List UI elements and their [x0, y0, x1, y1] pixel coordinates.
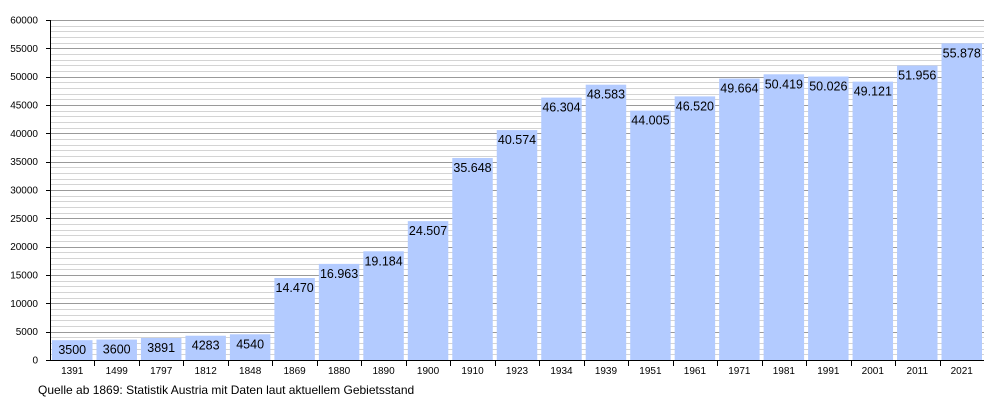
bar	[674, 96, 716, 361]
x-tick-label: 1797	[150, 366, 173, 377]
labels: 0 5000 10000 15000 20000 25000 30000 35000 40000…	[10, 16, 981, 378]
bar	[897, 65, 938, 360]
y-tick-label: 10000	[10, 299, 38, 310]
data-label: 46.304	[542, 101, 580, 115]
data-label: 46.520	[676, 99, 714, 113]
x-tick-label: 1900	[417, 366, 440, 377]
x-tick-label: 2001	[862, 366, 885, 377]
data-label: 44.005	[631, 114, 669, 128]
bar	[496, 130, 538, 360]
y-tick-label: 20000	[10, 242, 38, 253]
x-tick-label: 2011	[907, 366, 929, 377]
y-tick-label: 60000	[10, 16, 38, 27]
bar	[763, 74, 805, 361]
data-label: 16.963	[320, 267, 358, 281]
data-label: 4540	[236, 337, 264, 351]
x-tick-label: 1890	[372, 366, 395, 377]
x-tick-label: 1391	[61, 366, 84, 377]
x-tick-label: 1991	[817, 366, 840, 377]
data-label: 4283	[192, 339, 220, 353]
bar	[407, 221, 449, 360]
data-label: 19.184	[364, 254, 402, 268]
data-label: 35.648	[453, 161, 491, 175]
bar	[274, 278, 315, 360]
y-tick-label: 40000	[10, 129, 38, 140]
bar	[318, 263, 360, 360]
bar	[808, 76, 849, 360]
data-label: 55.878	[943, 46, 981, 60]
x-tick-label: 1869	[283, 366, 306, 377]
x-tick-label: 1910	[461, 366, 484, 377]
y-tick-label: 25000	[10, 214, 38, 225]
x-tick-label: 1812	[195, 366, 218, 377]
x-tick-label: 1961	[684, 366, 707, 377]
bar	[52, 340, 93, 360]
y-tick-label: 15000	[10, 271, 38, 282]
data-label: 3600	[103, 343, 131, 357]
bar	[941, 43, 982, 360]
bar	[140, 337, 182, 360]
source-note: Quelle ab 1869: Statistik Austria mit Da…	[38, 383, 415, 397]
x-tick-label: 1939	[595, 366, 618, 377]
bar	[452, 157, 493, 360]
data-label: 50.419	[765, 77, 803, 91]
x-tick-label: 1934	[550, 366, 573, 377]
y-tick-label: 0	[32, 356, 38, 367]
axes	[46, 20, 984, 366]
data-label: 49.121	[854, 85, 892, 99]
bar	[363, 251, 404, 360]
x-tick-label: 1981	[773, 366, 796, 377]
bar	[96, 339, 137, 360]
data-label: 3500	[58, 343, 86, 357]
data-label: 14.470	[276, 281, 314, 295]
x-tick-label: 2021	[951, 366, 974, 377]
y-tick-label: 5000	[16, 327, 39, 338]
y-tick-label: 45000	[10, 101, 38, 112]
bar	[185, 335, 226, 360]
y-tick-label: 55000	[10, 44, 38, 55]
y-tick-label: 30000	[10, 186, 38, 197]
bar	[229, 334, 271, 360]
x-tick-label: 1499	[106, 366, 129, 377]
data-label: 48.583	[587, 88, 625, 102]
bar	[585, 84, 627, 360]
y-tick-label: 50000	[10, 72, 38, 83]
data-label: 40.574	[498, 133, 536, 147]
x-tick-label: 1848	[239, 366, 262, 377]
x-tick-label: 1951	[639, 366, 662, 377]
x-tick-label: 1923	[506, 366, 529, 377]
x-tick-label: 1880	[328, 366, 351, 377]
data-label: 51.956	[898, 69, 936, 83]
bar	[719, 78, 760, 360]
bar	[630, 110, 671, 360]
data-label: 24.507	[409, 224, 447, 238]
bar	[852, 81, 894, 360]
data-label: 49.664	[720, 82, 758, 96]
data-label: 3891	[147, 341, 175, 355]
bars	[52, 43, 982, 361]
bar	[541, 97, 582, 361]
y-tick-label: 35000	[10, 157, 38, 168]
x-tick-label: 1971	[728, 366, 751, 377]
data-label: 50.026	[809, 80, 847, 94]
